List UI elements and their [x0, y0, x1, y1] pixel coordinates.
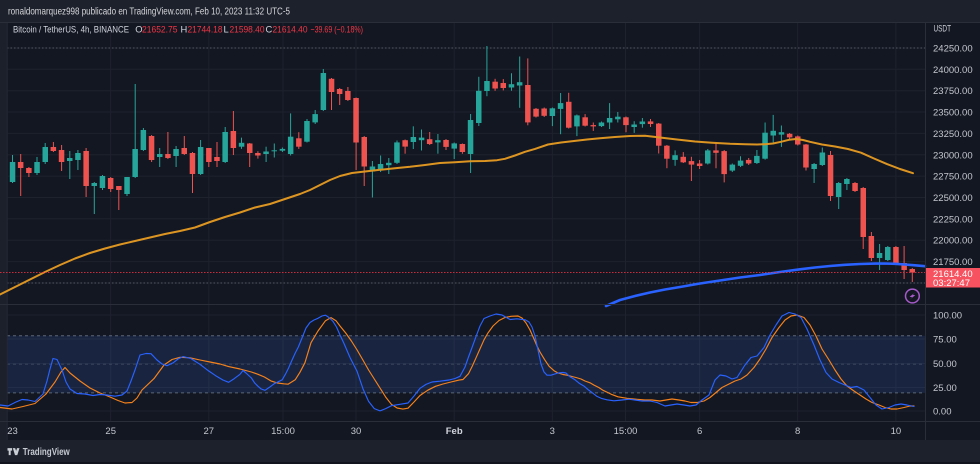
svg-text:22250.00: 22250.00	[933, 214, 973, 225]
svg-text:L: L	[224, 24, 229, 35]
svg-text:Feb: Feb	[446, 426, 463, 437]
svg-text:23750.00: 23750.00	[933, 86, 973, 97]
svg-text:3: 3	[550, 426, 555, 437]
svg-text:23500.00: 23500.00	[933, 108, 973, 119]
svg-text:50.00: 50.00	[933, 359, 957, 370]
svg-text:C: C	[266, 24, 273, 35]
svg-text:6: 6	[697, 426, 702, 437]
svg-text:H: H	[181, 24, 188, 35]
svg-text:21652.75: 21652.75	[142, 24, 178, 35]
svg-text:22500.00: 22500.00	[933, 193, 973, 204]
svg-text:24000.00: 24000.00	[933, 65, 973, 76]
svg-text:ronaldomarquez998 publicado en: ronaldomarquez998 publicado en TradingVi…	[8, 7, 290, 18]
svg-text:−39.69 (−0.18%): −39.69 (−0.18%)	[311, 24, 364, 35]
svg-text:21744.18: 21744.18	[188, 24, 223, 35]
svg-text:23000.00: 23000.00	[933, 150, 973, 161]
svg-text:21614.40: 21614.40	[273, 24, 308, 35]
svg-text:21598.40: 21598.40	[230, 24, 265, 35]
svg-text:100.00: 100.00	[933, 311, 962, 322]
svg-text:TradingView: TradingView	[23, 447, 70, 458]
svg-text:10: 10	[891, 426, 902, 437]
svg-text:22750.00: 22750.00	[933, 172, 973, 183]
svg-text:0.00: 0.00	[933, 407, 952, 418]
svg-text:03:27:47: 03:27:47	[933, 278, 970, 289]
svg-text:30: 30	[351, 426, 362, 437]
svg-text:15:00: 15:00	[614, 426, 638, 437]
svg-text:15:00: 15:00	[271, 426, 295, 437]
svg-text:21750.00: 21750.00	[933, 257, 973, 268]
svg-text:23250.00: 23250.00	[933, 129, 973, 140]
svg-text:22000.00: 22000.00	[933, 236, 973, 247]
svg-text:27: 27	[204, 426, 215, 437]
svg-text:Bitcoin / TetherUS, 4h, BINANC: Bitcoin / TetherUS, 4h, BINANCE	[13, 24, 129, 35]
svg-text:O: O	[135, 24, 142, 35]
svg-text:23: 23	[7, 426, 18, 437]
svg-text:21614.40: 21614.40	[933, 269, 973, 280]
svg-text:24250.00: 24250.00	[933, 44, 973, 55]
svg-text:25.00: 25.00	[933, 383, 957, 394]
svg-text:8: 8	[795, 426, 800, 437]
svg-text:USDT: USDT	[934, 23, 952, 33]
svg-text:25: 25	[105, 426, 116, 437]
svg-text:75.00: 75.00	[933, 335, 957, 346]
